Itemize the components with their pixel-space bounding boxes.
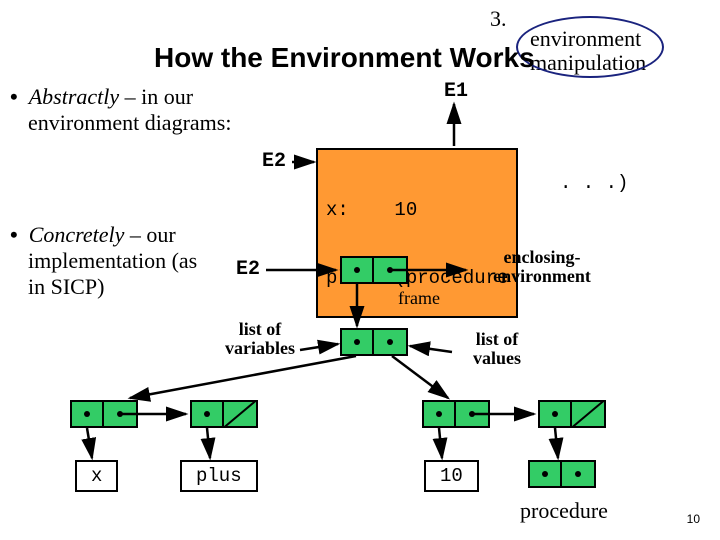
bullet-1: • Abstractly – in our environment diagra… xyxy=(10,84,330,136)
cons-frame xyxy=(340,256,408,284)
cons-var2 xyxy=(190,400,258,428)
bullet-dot2: • xyxy=(10,222,23,247)
leaf-x: x xyxy=(75,460,118,492)
cons-var1-car xyxy=(70,400,104,428)
cons-var2-car xyxy=(190,400,224,428)
bullet1-lead: Abstractly xyxy=(29,84,119,109)
cons-proc-cdr xyxy=(562,460,596,488)
bullet1-rest2: environment diagrams: xyxy=(10,110,330,136)
frame-line1: x: 10 xyxy=(326,199,508,222)
page-number: 10 xyxy=(687,512,700,526)
cons-val2-car xyxy=(538,400,572,428)
cons-l2-car xyxy=(340,328,374,356)
leaf-plus: plus xyxy=(180,460,258,492)
bullet-2: • Concretely – our implementation (as in… xyxy=(10,222,310,300)
list-of-values-label: list ofvalues xyxy=(452,330,542,368)
bullet2-rest3: in SICP) xyxy=(10,274,310,300)
bullet2-rest1: – our xyxy=(124,222,175,247)
cons-frame-cdr xyxy=(374,256,408,284)
leaf-ten: 10 xyxy=(424,460,479,492)
bullet-dot: • xyxy=(10,84,23,109)
abstract-e1-label: E1 xyxy=(444,80,468,103)
bullet2-rest2: implementation (as xyxy=(10,248,310,274)
cons-val2-cdr xyxy=(572,400,606,428)
slide-title: How the Environment Works xyxy=(154,42,535,74)
leaf-procedure-label: procedure xyxy=(520,498,608,524)
bullet1-rest1: – in our xyxy=(119,84,193,109)
bullet2-lead: Concretely xyxy=(29,222,125,247)
topic-oval xyxy=(516,16,664,78)
cons-var1 xyxy=(70,400,138,428)
cons-var2-cdr xyxy=(224,400,258,428)
concrete-e2-label: E2 xyxy=(236,258,260,281)
frame-label: frame xyxy=(398,288,440,309)
cons-frame-car xyxy=(340,256,374,284)
cons-val1-cdr xyxy=(456,400,490,428)
cons-var1-cdr xyxy=(104,400,138,428)
enclosing-label: enclosing-environment xyxy=(472,248,612,286)
abstract-e2-label: E2 xyxy=(262,150,286,173)
abstract-ellipsis: . . .) xyxy=(560,172,628,194)
cons-val1-car xyxy=(422,400,456,428)
cons-level2 xyxy=(340,328,408,356)
list-of-variables-label: list ofvariables xyxy=(210,320,310,358)
cons-proc-car xyxy=(528,460,562,488)
cons-l2-cdr xyxy=(374,328,408,356)
cons-val1 xyxy=(422,400,490,428)
cons-val2 xyxy=(538,400,606,428)
cons-proc xyxy=(528,460,596,488)
topic-number: 3. xyxy=(490,6,507,32)
